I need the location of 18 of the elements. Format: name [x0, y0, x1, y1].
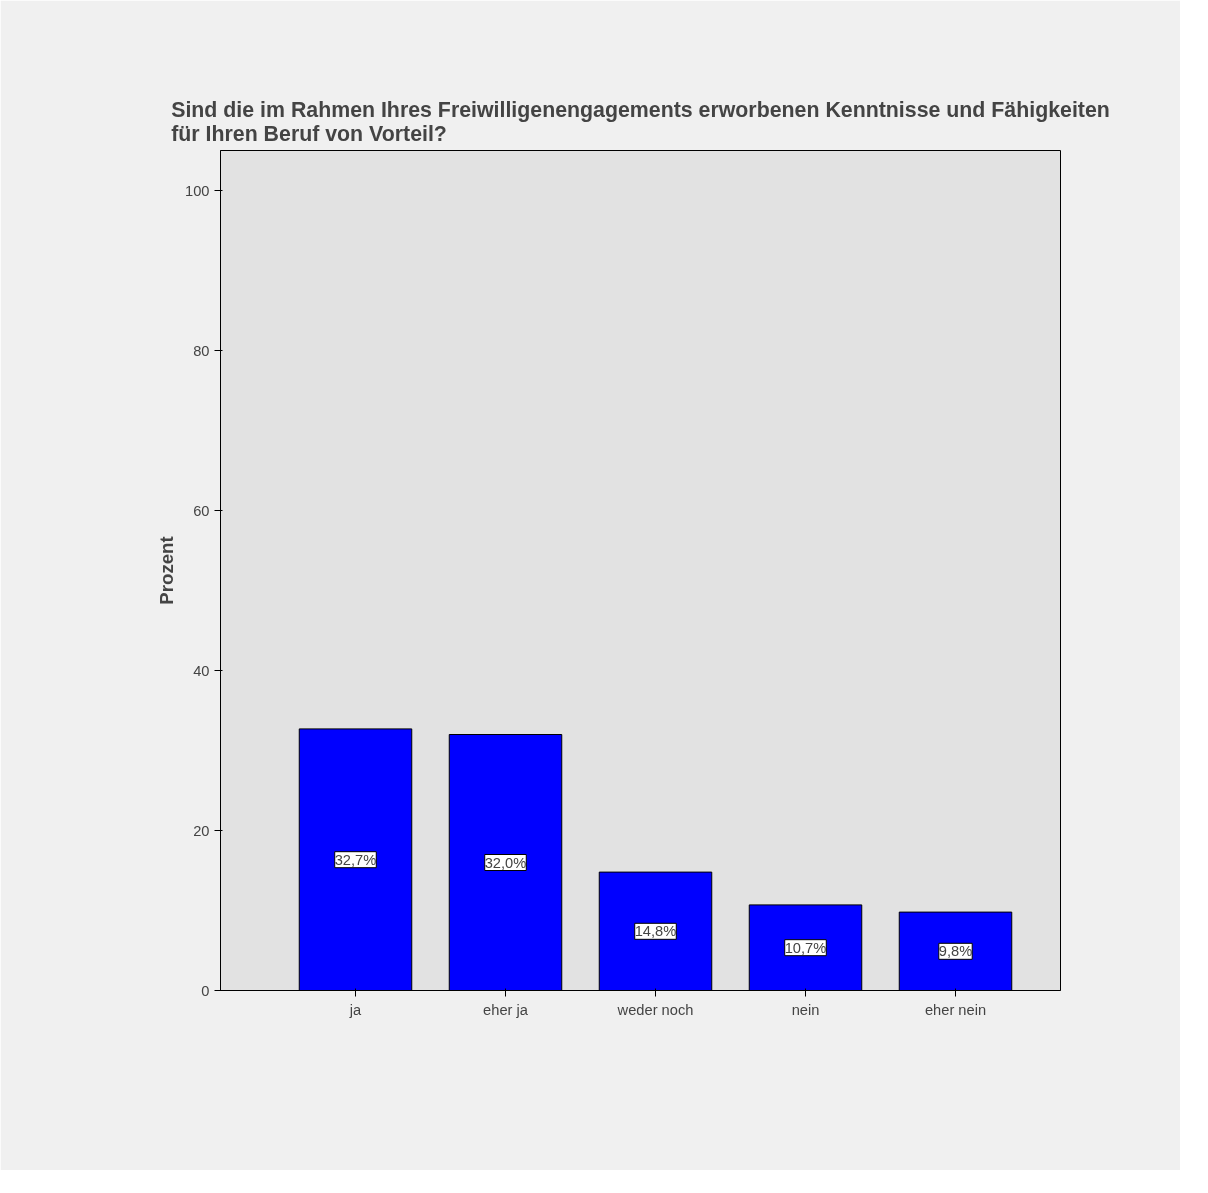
- data-label: 32,7%: [334, 851, 377, 868]
- x-tick-label: nein: [791, 1001, 820, 1018]
- x-tick-label: weder noch: [616, 1001, 694, 1018]
- chart-title: Sind die im Rahmen Ihres Freiwilligenengagements erworbenen Kenntnisse und Fähigkeiten für Ihren Beruf von Vorteil?: [171, 97, 1110, 146]
- data-label: 14,8%: [634, 923, 677, 940]
- y-tick-label: 40: [193, 662, 210, 679]
- data-label: 10,7%: [784, 939, 827, 956]
- data-label: 32,0%: [484, 854, 527, 871]
- y-axis-title: Prozent: [156, 536, 178, 605]
- y-tick-label: 80: [193, 342, 210, 359]
- x-tick-label: eher nein: [924, 1001, 987, 1018]
- y-tick-label: 100: [185, 182, 210, 199]
- data-label: 9,8%: [938, 943, 973, 960]
- x-tick-label: eher ja: [483, 1001, 529, 1018]
- y-tick-label: 20: [193, 822, 210, 839]
- y-tick-label: 60: [193, 502, 210, 519]
- x-tick-label: ja: [348, 1001, 363, 1018]
- y-tick-label: 0: [201, 982, 210, 999]
